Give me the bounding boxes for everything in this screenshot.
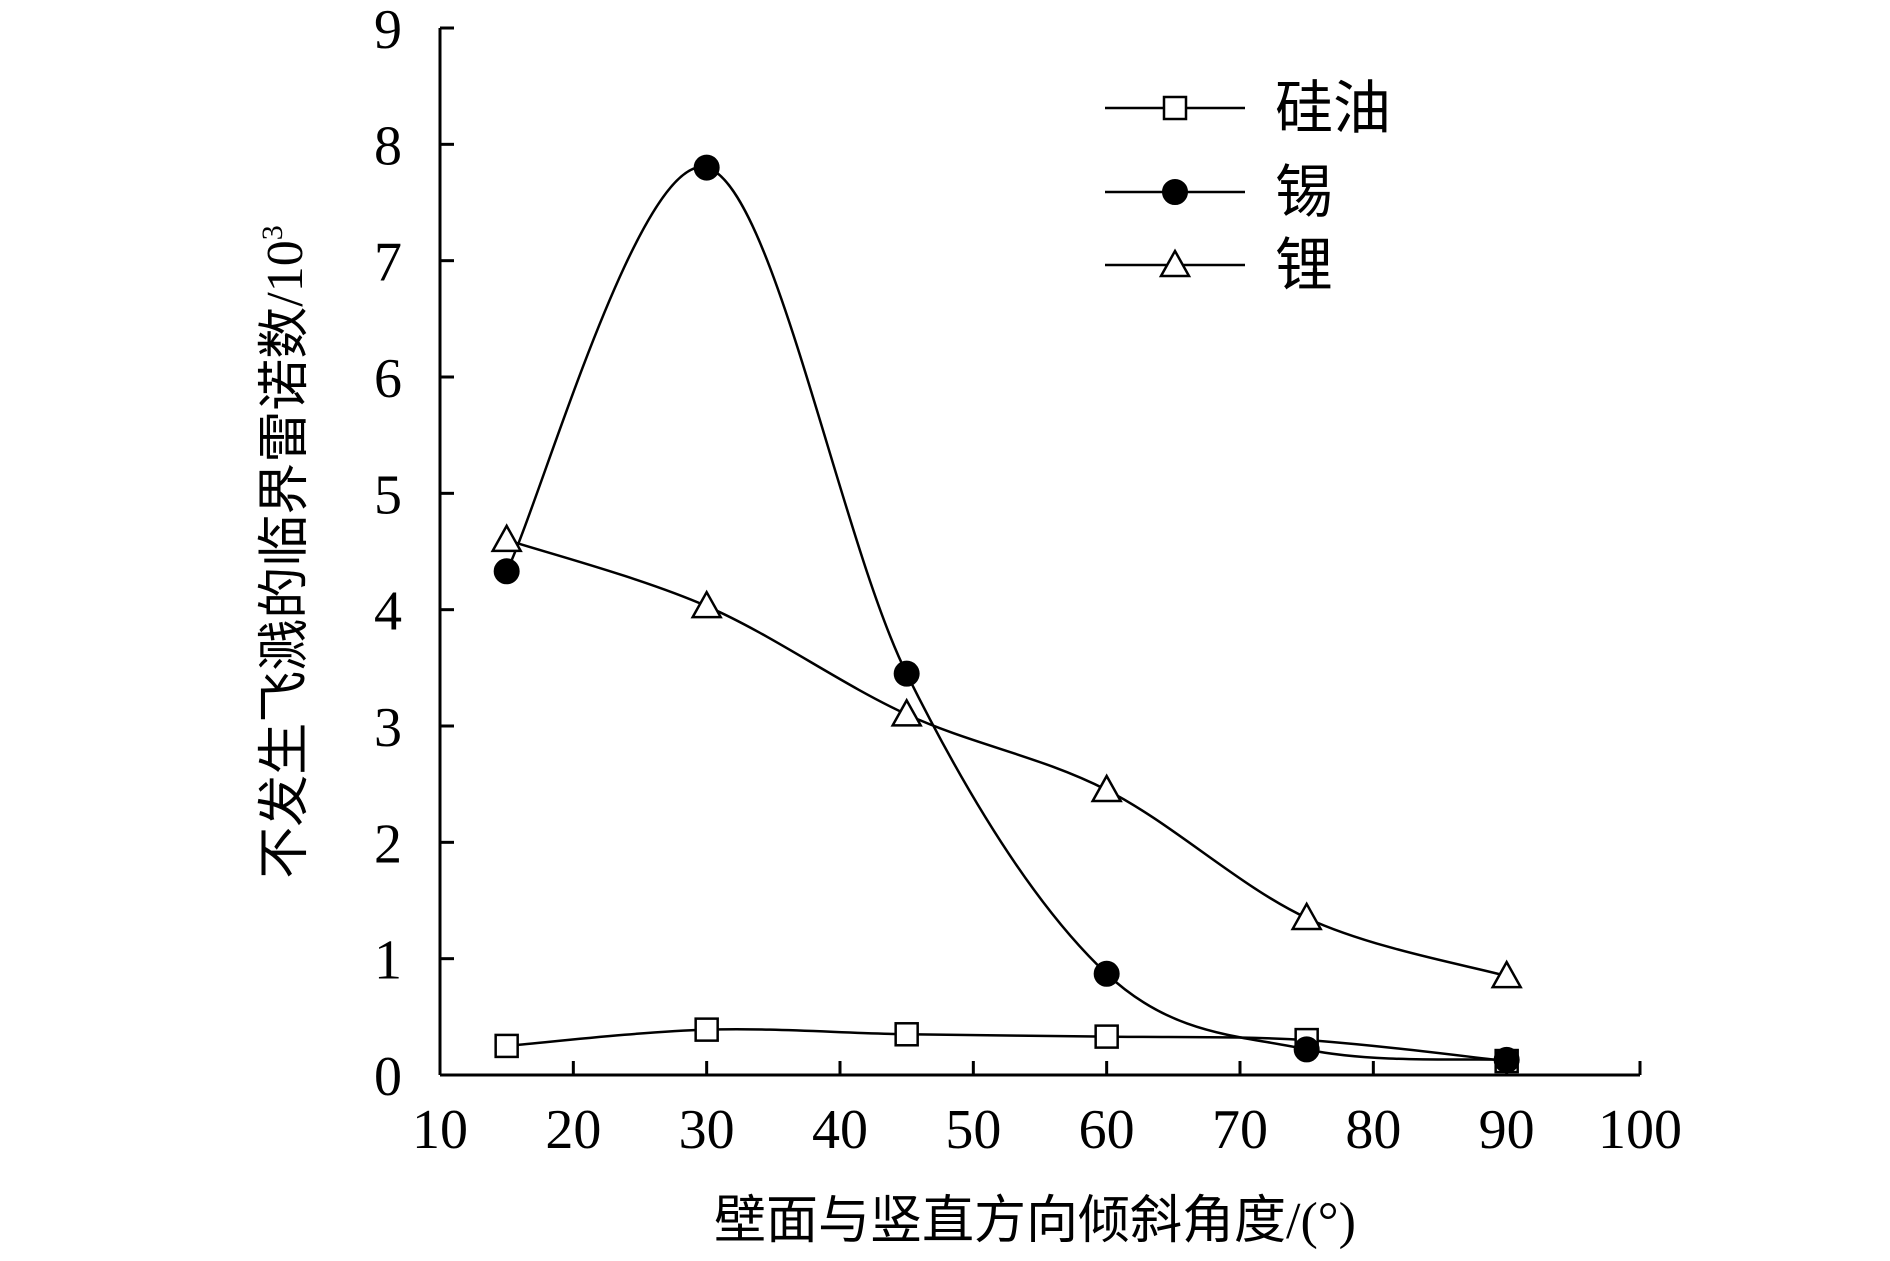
- x-tick-label: 10: [412, 1099, 468, 1161]
- y-tick-label: 0: [374, 1046, 402, 1108]
- data-point-lithium: [1490, 959, 1523, 989]
- data-point-lithium: [490, 523, 523, 553]
- x-tick-label: 40: [812, 1099, 868, 1161]
- y-tick-label: 7: [374, 232, 402, 294]
- data-point-lithium: [890, 697, 923, 727]
- y-tick-label: 3: [374, 697, 402, 759]
- legend-item-tin: 锡: [1105, 160, 1333, 225]
- y-tick-label: 1: [374, 930, 402, 992]
- x-axis-title: 壁面与竖直方向倾斜角度/(°): [714, 1193, 1356, 1250]
- data-point-tin: [1293, 1036, 1320, 1063]
- series-line-lithium: [506, 538, 1508, 978]
- data-point-silicone-oil: [1094, 1024, 1119, 1049]
- legend-item-lithium: 锂: [1105, 233, 1333, 298]
- data-point-silicone-oil: [694, 1017, 719, 1042]
- legend-label-tin: 锡: [1275, 160, 1333, 225]
- y-tick-label: 4: [374, 581, 402, 643]
- axes: 10 20 30 40 50 60 70 80 90 100 0 1 2 3 4 5 6 7 8 9: [374, 0, 1682, 1161]
- legend-marker-tin: [1162, 179, 1188, 205]
- series-line-tin: [505, 166, 1507, 1062]
- x-tick-label: 100: [1598, 1099, 1682, 1161]
- data-point-tin: [893, 660, 920, 687]
- series-layer: [490, 154, 1523, 1074]
- data-point-silicone-oil: [494, 1033, 519, 1059]
- legend-label-silicone-oil: 硅油: [1275, 76, 1391, 141]
- x-tick-label: 30: [679, 1099, 735, 1161]
- series-tin: [493, 154, 1520, 1073]
- x-tick-label: 70: [1212, 1099, 1268, 1161]
- data-point-lithium: [690, 589, 723, 619]
- legend-marker-lithium: [1158, 248, 1192, 278]
- y-axis-title-main: 不发生飞溅的临界雷诺数/10: [257, 240, 314, 878]
- x-tick-label: 80: [1345, 1099, 1401, 1161]
- x-tick-label: 20: [545, 1099, 601, 1161]
- y-axis-title-exponent: 3: [256, 225, 289, 240]
- series-lithium: [490, 523, 1523, 989]
- data-point-tin: [1093, 960, 1120, 987]
- legend-item-silicone-oil: 硅油: [1105, 76, 1391, 141]
- legend-marker-silicone-oil: [1162, 95, 1188, 121]
- y-tick-label: 2: [374, 813, 402, 875]
- y-tick-label: 5: [374, 464, 402, 526]
- legend-label-lithium: 锂: [1275, 233, 1333, 298]
- data-point-lithium: [1290, 901, 1323, 931]
- y-tick-label: 9: [374, 0, 402, 61]
- x-tick-label: 90: [1479, 1099, 1535, 1161]
- y-tick-label: 8: [374, 115, 402, 177]
- series-silicone-oil: [494, 1017, 1519, 1074]
- y-axis-title: 不发生飞溅的临界雷诺数/103: [256, 225, 314, 878]
- data-point-tin: [493, 558, 520, 585]
- x-tick-label: 50: [945, 1099, 1001, 1161]
- data-point-lithium: [1090, 773, 1123, 803]
- data-point-tin: [1493, 1046, 1520, 1073]
- x-tick-label: 60: [1079, 1099, 1135, 1161]
- data-point-tin: [693, 154, 720, 181]
- data-point-silicone-oil: [894, 1022, 919, 1047]
- series-line-silicone-oil: [506, 1027, 1507, 1063]
- y-tick-label: 6: [374, 348, 402, 410]
